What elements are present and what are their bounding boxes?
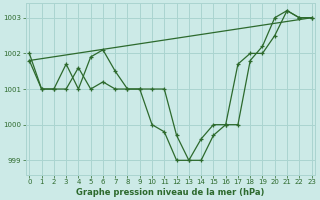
X-axis label: Graphe pression niveau de la mer (hPa): Graphe pression niveau de la mer (hPa) <box>76 188 265 197</box>
